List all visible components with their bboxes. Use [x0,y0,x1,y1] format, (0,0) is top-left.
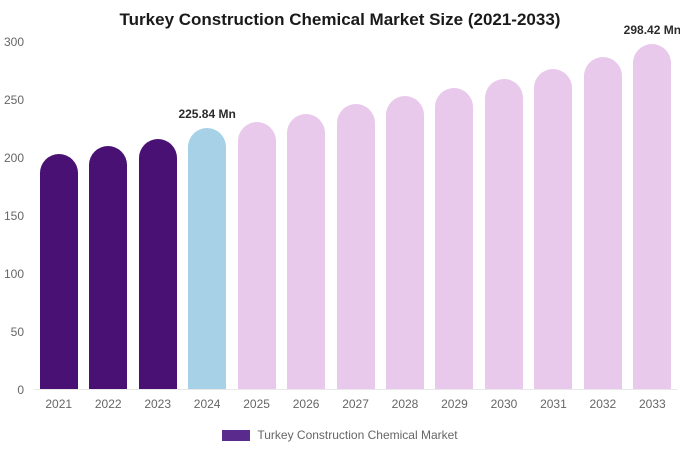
bar-2021[interactable] [39,154,78,389]
bar-slot: 2032 [578,42,627,411]
x-axis-label: 2025 [243,397,270,411]
y-axis-tick-label: 300 [3,35,24,49]
data-label-2024: 225.84 Mn [178,107,236,121]
y-axis-tick-label: 250 [3,93,24,107]
y-axis-tick-label: 100 [3,267,24,281]
y-axis-tick-label: 50 [10,325,24,339]
bar-slot: 2022 [83,42,132,411]
plot-area: 2021 2022 2023 2024 225.84 Mn 2025 2026 2027 202… [34,23,680,411]
bar-slot: 2033 298.42 Mn [624,23,680,411]
bar-slot: 2026 [281,42,330,411]
x-axis-label: 2021 [45,397,73,411]
x-axis-label: 2027 [342,397,369,411]
bar-slot: 2025 [232,42,281,411]
bar-2028[interactable] [386,96,425,389]
bar-2030[interactable] [484,79,523,389]
bar-slot: 2029 [430,42,479,411]
bar-2024[interactable] [188,128,227,389]
x-axis-label: 2026 [292,397,320,411]
bar-slot: 2024 225.84 Mn [178,42,235,411]
bar-slot: 2030 [479,42,528,411]
y-axis: 0 50 100 150 200 250 300 [0,35,30,397]
bar-2033[interactable] [633,44,672,389]
bar-slot: 2031 [529,42,578,411]
bar-2022[interactable] [89,146,128,389]
bar-2027[interactable] [336,104,375,389]
x-axis-label: 2029 [441,397,468,411]
x-axis-label: 2028 [391,397,419,411]
x-axis-label: 2024 [193,397,221,411]
bar-2032[interactable] [583,57,622,389]
x-axis-label: 2031 [540,397,567,411]
bar-slot: 2023 [133,42,182,411]
data-label-2033: 298.42 Mn [623,23,680,37]
x-axis-label: 2023 [144,397,172,411]
bar-2026[interactable] [287,114,326,389]
bar-2025[interactable] [237,122,276,389]
chart-title: Turkey Construction Chemical Market Size… [119,10,561,29]
x-axis-label: 2033 [639,397,666,411]
bar-slot: 2028 [380,42,429,411]
legend[interactable]: Turkey Construction Chemical Market [0,428,680,442]
y-axis-tick-label: 0 [17,383,24,397]
legend-swatch [222,429,251,441]
bar-slot: 2021 [34,42,83,411]
x-axis-label: 2022 [94,397,122,411]
bar-2031[interactable] [534,69,573,389]
bar-slot: 2027 [331,42,380,411]
legend-label: Turkey Construction Chemical Market [257,428,458,442]
bars-container: 2021 2022 2023 2024 225.84 Mn 2025 2026 2027 202… [34,23,680,411]
x-axis-label: 2032 [589,397,617,411]
bar-2029[interactable] [435,88,474,389]
x-axis-label: 2030 [490,397,518,411]
y-axis-tick-label: 200 [3,151,24,165]
bar-2023[interactable] [138,139,177,389]
y-axis-tick-label: 150 [3,209,24,223]
